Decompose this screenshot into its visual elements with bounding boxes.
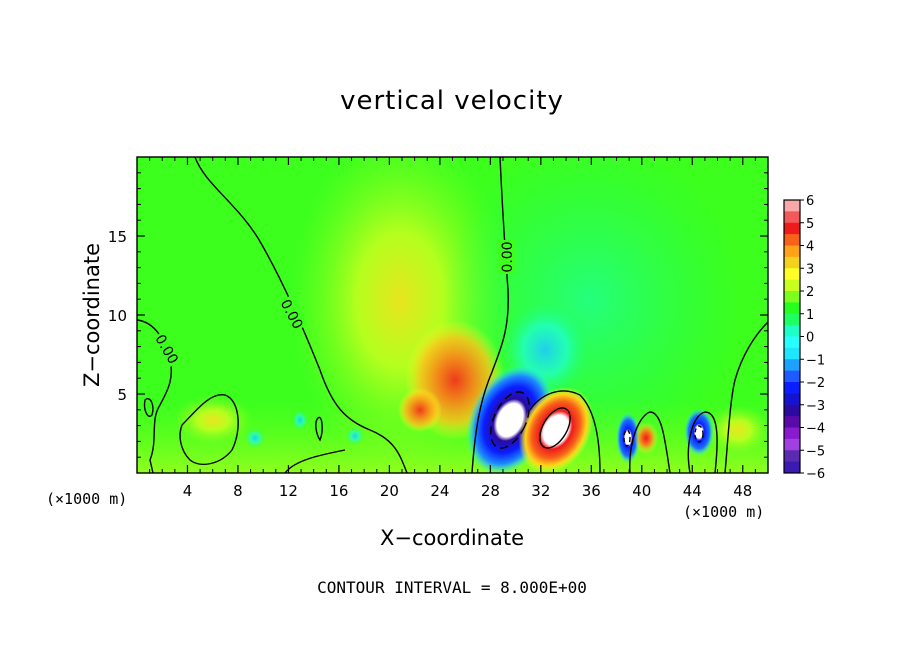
small-cyan-cell-b <box>292 410 308 430</box>
contour-down-core <box>490 391 530 449</box>
colorbar-label: 1 <box>806 308 814 323</box>
updraft-core <box>518 386 594 473</box>
colorbar-swatch <box>784 427 800 440</box>
x-tick-label: 32 <box>531 482 550 500</box>
colorbar-swatch <box>784 291 800 303</box>
small-cyan-cell-a <box>245 428 265 448</box>
x-tick-label: 48 <box>733 482 752 500</box>
colorbar-swatch <box>784 234 800 246</box>
updraft-cell-40km <box>634 422 658 454</box>
colorbar-swatch <box>784 461 800 474</box>
colorbar-label: 4 <box>806 240 814 255</box>
colorbar-label: −5 <box>806 444 825 459</box>
colorbar-swatch <box>784 222 800 235</box>
colorbar-swatch <box>784 370 800 383</box>
colorbar-label: 0 <box>806 331 814 346</box>
y-tick-label: 5 <box>117 386 127 404</box>
colorbar-swatch <box>784 404 800 417</box>
colorbar-label: 3 <box>806 262 814 277</box>
colorbar-swatch <box>784 279 800 292</box>
x-tick-label: 20 <box>380 482 399 500</box>
x-tick-label: 40 <box>632 482 651 500</box>
colorbar-swatch <box>784 336 800 349</box>
contour-label-right: 0.00 <box>500 241 516 272</box>
colorbar-swatch <box>784 416 800 428</box>
colorbar-swatch <box>784 256 800 269</box>
colorbar-swatch <box>784 359 800 372</box>
colorbar-label: −4 <box>806 422 825 437</box>
colorbar-swatch <box>784 211 800 224</box>
contour-diagonal <box>194 157 408 473</box>
colorbar: 6 5 4 3 2 1 0 −1 −2 −3 −4 −5 −6 <box>783 194 825 482</box>
colorbar-label: −1 <box>806 353 825 368</box>
colorbar-swatch <box>784 450 800 463</box>
colorbar-label: −6 <box>806 467 825 482</box>
x-axis-label: X−coordinate <box>380 526 524 550</box>
downdraft-cell-38km <box>616 412 640 464</box>
contour-vertical <box>471 157 509 473</box>
colorbar-swatch <box>784 313 800 326</box>
x-tick-label: 12 <box>279 482 298 500</box>
small-cyan-cell-c <box>346 427 364 445</box>
contour-down-44 <box>694 425 704 443</box>
x-tick-label: 28 <box>481 482 500 500</box>
y-tick-label: 15 <box>108 228 127 246</box>
colorbar-swatch <box>784 245 800 258</box>
colorbar-swatch <box>784 438 800 451</box>
contour-interval-note: CONTOUR INTERVAL = 8.000E+00 <box>317 578 587 597</box>
y-tick-label: 10 <box>108 307 127 325</box>
x-tick-label: 44 <box>683 482 702 500</box>
x-unit-label-right: (×1000 m) <box>683 503 765 521</box>
chart-title: vertical velocity <box>340 86 564 116</box>
contour-up-core <box>539 407 571 449</box>
colorbar-label: 6 <box>806 194 814 209</box>
contour-right-bump <box>629 411 671 473</box>
contour-small-loop-c <box>315 416 323 442</box>
colorbar-swatch <box>784 393 800 406</box>
contour-small-loop-a <box>143 398 154 417</box>
contour-right-dome <box>529 390 601 473</box>
zero-contours <box>137 157 768 473</box>
contour-right-bump-2 <box>687 411 718 473</box>
x-tick-label: 4 <box>183 482 193 500</box>
contour-right-arc <box>724 321 768 473</box>
colorbar-swatch <box>784 200 800 212</box>
colorbar-swatch <box>784 382 800 394</box>
y-axis-label: Z−coordinate <box>80 243 104 387</box>
colorbar-label: −3 <box>806 399 825 414</box>
x-unit-label-left: (×1000 m) <box>46 490 128 508</box>
contour-small-loop-b <box>179 394 239 466</box>
colorbar-swatch <box>784 347 800 360</box>
colorbar-swatch <box>784 302 800 315</box>
x-tick-label: 24 <box>430 482 449 500</box>
colorbar-swatch <box>784 325 800 337</box>
weak-updraft-left <box>173 395 253 445</box>
colorbar-label: 2 <box>806 285 814 300</box>
colorbar-label: 5 <box>806 217 814 232</box>
downdraft-cell-44km <box>684 408 714 456</box>
contour-down-38 <box>623 429 631 447</box>
x-tick-label: 16 <box>329 482 348 500</box>
x-tick-label: 36 <box>582 482 601 500</box>
colorbar-swatch <box>784 268 800 281</box>
weak-updraft-right <box>706 405 768 455</box>
x-tick-label: 8 <box>233 482 243 500</box>
secondary-updraft <box>398 388 442 432</box>
velocity-field <box>137 157 768 473</box>
colorbar-label: −2 <box>806 376 825 391</box>
